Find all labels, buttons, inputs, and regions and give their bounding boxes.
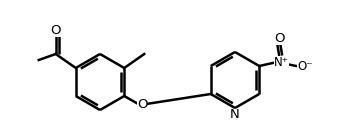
Text: N⁺: N⁺	[274, 55, 289, 68]
Text: O: O	[137, 98, 147, 111]
Text: N: N	[230, 108, 240, 121]
Text: O⁻: O⁻	[298, 59, 313, 72]
Text: O: O	[51, 23, 61, 36]
Text: O: O	[274, 31, 285, 44]
